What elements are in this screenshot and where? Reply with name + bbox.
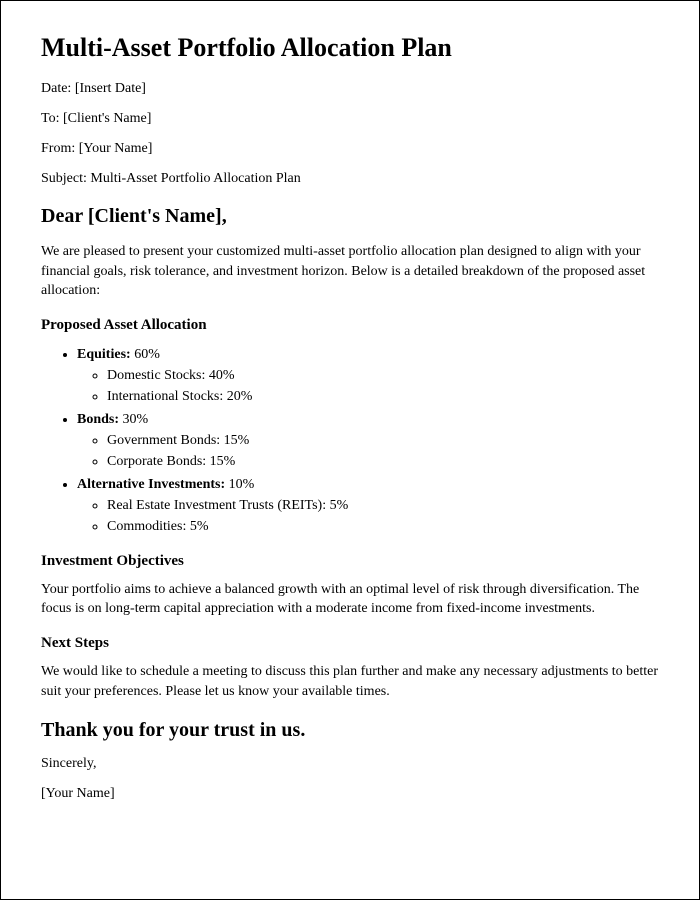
closing: Sincerely, (41, 756, 659, 772)
allocation-item: Real Estate Investment Trusts (REITs): 5… (107, 495, 659, 516)
signature: [Your Name] (41, 786, 659, 802)
date-label: Date: (41, 81, 71, 96)
allocation-group-bonds: Bonds: 30% Government Bonds: 15% Corpora… (77, 409, 659, 472)
next-steps-heading: Next Steps (41, 635, 659, 652)
to-label: To: (41, 111, 59, 126)
next-steps-body: We would like to schedule a meeting to d… (41, 662, 659, 701)
document-page: Multi-Asset Portfolio Allocation Plan Da… (0, 0, 700, 900)
allocation-item: Commodities: 5% (107, 516, 659, 537)
alternatives-label: Alternative Investments: (77, 477, 225, 492)
from-label: From: (41, 141, 75, 156)
equities-label: Equities: (77, 347, 131, 362)
objectives-body: Your portfolio aims to achieve a balance… (41, 580, 659, 619)
allocation-group-alternatives: Alternative Investments: 10% Real Estate… (77, 474, 659, 537)
date-value: [Insert Date] (75, 81, 146, 96)
thanks-heading: Thank you for your trust in us. (41, 719, 659, 742)
allocation-item: International Stocks: 20% (107, 386, 659, 407)
bonds-value: 30% (119, 412, 148, 427)
meta-from: From: [Your Name] (41, 141, 659, 157)
equities-value: 60% (131, 347, 160, 362)
meta-to: To: [Client's Name] (41, 111, 659, 127)
allocation-list: Equities: 60% Domestic Stocks: 40% Inter… (41, 344, 659, 537)
allocation-group-equities: Equities: 60% Domestic Stocks: 40% Inter… (77, 344, 659, 407)
subject-value: Multi-Asset Portfolio Allocation Plan (90, 171, 300, 186)
allocation-item: Government Bonds: 15% (107, 430, 659, 451)
to-value: [Client's Name] (63, 111, 151, 126)
alternatives-value: 10% (225, 477, 254, 492)
meta-date: Date: [Insert Date] (41, 81, 659, 97)
intro-paragraph: We are pleased to present your customize… (41, 242, 659, 301)
from-value: [Your Name] (79, 141, 153, 156)
allocation-item: Domestic Stocks: 40% (107, 365, 659, 386)
subject-label: Subject: (41, 171, 87, 186)
objectives-heading: Investment Objectives (41, 553, 659, 570)
page-title: Multi-Asset Portfolio Allocation Plan (41, 33, 659, 63)
meta-subject: Subject: Multi-Asset Portfolio Allocatio… (41, 171, 659, 187)
allocation-heading: Proposed Asset Allocation (41, 317, 659, 334)
allocation-item: Corporate Bonds: 15% (107, 451, 659, 472)
salutation: Dear [Client's Name], (41, 205, 659, 228)
bonds-label: Bonds: (77, 412, 119, 427)
